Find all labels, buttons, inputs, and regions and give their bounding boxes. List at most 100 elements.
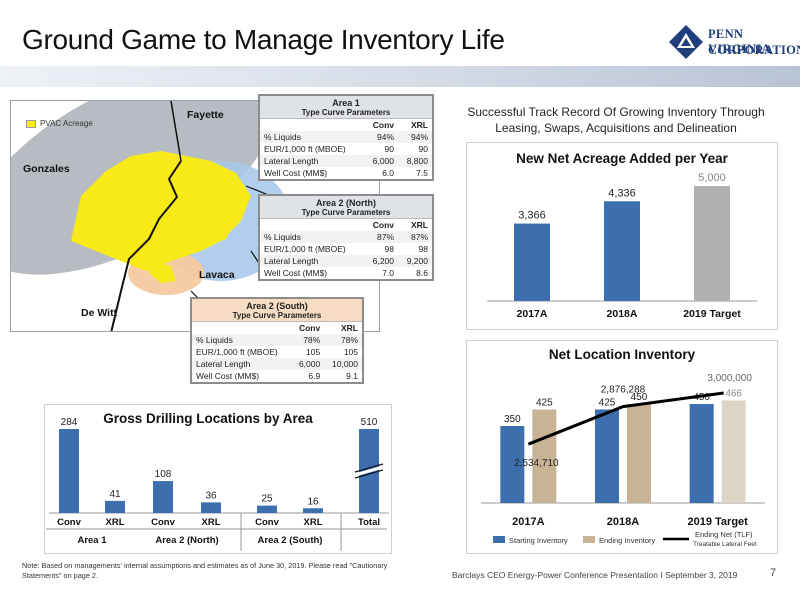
bar-starting-inventory xyxy=(595,409,619,503)
cell-xrl: 98 xyxy=(418,244,428,254)
county-label-dewitt: De Witt xyxy=(81,307,118,319)
data-label: 36 xyxy=(205,490,217,501)
area2s-column-header: Conv XRL xyxy=(192,322,362,334)
bar-starting-inventory xyxy=(689,404,714,503)
bar-xrl xyxy=(201,502,221,513)
cell-xrl: 8.6 xyxy=(416,268,428,278)
area1-column-header: Conv XRL xyxy=(260,119,432,131)
table-row: Well Cost (MM$) 7.0 8.6 xyxy=(260,267,432,279)
bar-xrl xyxy=(105,500,125,513)
col-xrl: XRL xyxy=(411,120,428,130)
cell-xrl: 90 xyxy=(418,144,428,154)
cell-conv: 6,000 xyxy=(291,358,325,370)
bar-2018a xyxy=(604,201,640,301)
area1-table: Conv XRL% Liquids 94% 94% EUR/1,000 ft (MBOE… xyxy=(260,119,432,179)
line-data-label: 3,000,000 xyxy=(707,373,752,384)
bar-conv xyxy=(59,429,79,513)
tick-label: XRL xyxy=(304,517,323,528)
cell-conv: 105 xyxy=(306,347,321,357)
footer-text: Barclays CEO Energy-Power Conference Pre… xyxy=(452,570,738,580)
data-label: 108 xyxy=(155,469,172,480)
cell-conv: 94% xyxy=(364,131,399,143)
data-label: 466 xyxy=(725,388,742,399)
tick-label: 2017A xyxy=(512,516,544,528)
col-blank xyxy=(260,119,364,131)
tick-label: 2018A xyxy=(607,308,638,320)
area2s-title: Area 2 (South) xyxy=(246,301,308,311)
gross-locations-panel: Gross Drilling Locations by Area 284 Conv… xyxy=(44,404,392,554)
page-number: 7 xyxy=(770,567,777,579)
line-data-label: 2,534,710 xyxy=(514,458,559,469)
cell-label: EUR/1,000 ft (MBOE) xyxy=(264,244,346,254)
tick-label: 2018A xyxy=(607,516,639,528)
bar-starting-inventory xyxy=(500,426,525,503)
logo-line1: Penn Virginia xyxy=(708,27,771,56)
cell-xrl: 87% xyxy=(398,231,432,243)
area2s-header: Area 2 (South) Type Curve Parameters xyxy=(192,299,362,322)
net-acreage-title: New Net Acreage Added per Year xyxy=(516,151,728,166)
bar-ending-inventory xyxy=(721,400,746,503)
tick-label: Conv xyxy=(57,517,81,528)
type-curve-area2-north: Area 2 (North) Type Curve Parameters Con… xyxy=(258,194,434,281)
cell-xrl: 7.5 xyxy=(416,168,428,178)
cell-xrl: 10,000 xyxy=(324,358,362,370)
header-stripe xyxy=(0,66,800,87)
col-blank xyxy=(260,219,364,231)
area2n-title: Area 2 (North) xyxy=(315,198,376,208)
bar-conv xyxy=(257,505,277,513)
tick-label: 2019 Target xyxy=(688,516,749,528)
cell-xrl: 78% xyxy=(324,334,362,346)
data-label: 425 xyxy=(536,398,553,409)
cell-xrl: 9,200 xyxy=(398,255,432,267)
cell-label: Well Cost (MM$) xyxy=(264,168,328,178)
legend-swatch-ending xyxy=(583,536,595,543)
col-blank xyxy=(192,322,292,334)
table-row: Lateral Length 6,200 9,200 xyxy=(260,255,432,267)
col-conv: Conv xyxy=(298,323,321,333)
bar-2019-target xyxy=(694,186,730,301)
cell-label: Well Cost (MM$) xyxy=(196,371,260,381)
table-row: % Liquids 94% 94% xyxy=(260,131,432,143)
map-drawing xyxy=(11,101,291,331)
table-row: Well Cost (MM$) 6.0 7.5 xyxy=(260,167,432,179)
data-label: 284 xyxy=(61,417,78,428)
line-ending-net-tlf xyxy=(527,391,724,446)
data-label: 25 xyxy=(261,494,273,505)
cell-label: Lateral Length xyxy=(260,255,365,267)
table-row: EUR/1,000 ft (MBOE) 90 90 xyxy=(260,143,432,155)
area2n-table: Conv XRL% Liquids 87% 87% EUR/1,000 ft (MBOE… xyxy=(260,219,432,279)
line-data-label: 2,876,288 xyxy=(601,385,646,396)
cell-conv: 78% xyxy=(291,334,325,346)
cell-xrl: 105 xyxy=(343,347,358,357)
bar-xrl xyxy=(303,508,323,513)
tick-label: Total xyxy=(358,517,380,528)
bar-ending-inventory xyxy=(627,404,651,503)
tick-label: 2017A xyxy=(517,308,548,320)
table-row: Well Cost (MM$) 6.9 9.1 xyxy=(192,370,362,382)
tick-label: Conv xyxy=(151,517,175,528)
net-location-panel: Net Location Inventory 350 425 2017A 425 450… xyxy=(466,340,778,554)
group-label: Area 2 (South) xyxy=(258,535,323,546)
data-label: 510 xyxy=(361,417,378,428)
cell-conv: 90 xyxy=(384,144,395,154)
cell-label: EUR/1,000 ft (MBOE) xyxy=(196,347,278,357)
county-label-lavaca: Lavaca xyxy=(199,269,235,281)
map-legend: PVAC Acreage xyxy=(26,119,93,128)
bar-2017a xyxy=(514,223,550,301)
bar-conv xyxy=(153,481,173,513)
col-conv: Conv xyxy=(372,120,395,130)
axis-break-line-upper xyxy=(354,463,384,473)
group-label: Area 2 (North) xyxy=(155,535,218,546)
area2n-header: Area 2 (North) Type Curve Parameters xyxy=(260,196,432,219)
data-label: 450 xyxy=(693,392,710,403)
group-label: Area 1 xyxy=(77,535,107,546)
cell-label: % Liquids xyxy=(260,131,365,143)
legend-label-line: Ending Net (TLF) xyxy=(695,530,753,539)
cell-conv: 6,000 xyxy=(364,155,399,167)
col-xrl: XRL xyxy=(411,220,428,230)
data-label: 16 xyxy=(307,496,319,507)
logo-mark-icon xyxy=(669,25,703,59)
area2n-subtitle: Type Curve Parameters xyxy=(301,208,391,217)
cell-conv: 87% xyxy=(364,231,399,243)
county-label-gonzales: Gonzales xyxy=(23,163,70,175)
